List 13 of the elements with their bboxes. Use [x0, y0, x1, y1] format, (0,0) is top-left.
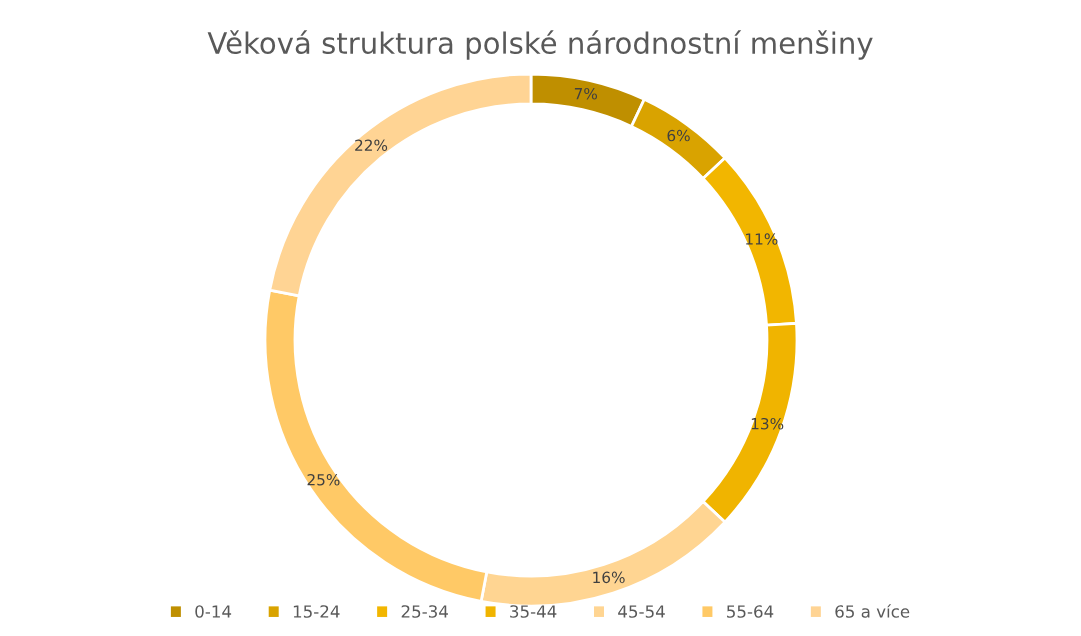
chart-title: Věková struktura polské národnostní menšiny	[207, 30, 873, 60]
data-label: 7%	[574, 87, 598, 100]
legend-label: 65 a více	[835, 604, 910, 618]
data-label: 6%	[667, 129, 690, 142]
legend-label: 55-64	[727, 605, 774, 618]
data-label: 16%	[593, 571, 625, 584]
legend-label: 25-34	[401, 605, 448, 618]
legend-label: 35-44	[510, 605, 557, 618]
legend-label: 0-14	[195, 605, 232, 618]
legend-label: 15-24	[293, 605, 340, 618]
legend-label: 45-54	[618, 605, 665, 618]
data-label: 25%	[307, 473, 340, 486]
data-label: 22%	[355, 139, 388, 152]
